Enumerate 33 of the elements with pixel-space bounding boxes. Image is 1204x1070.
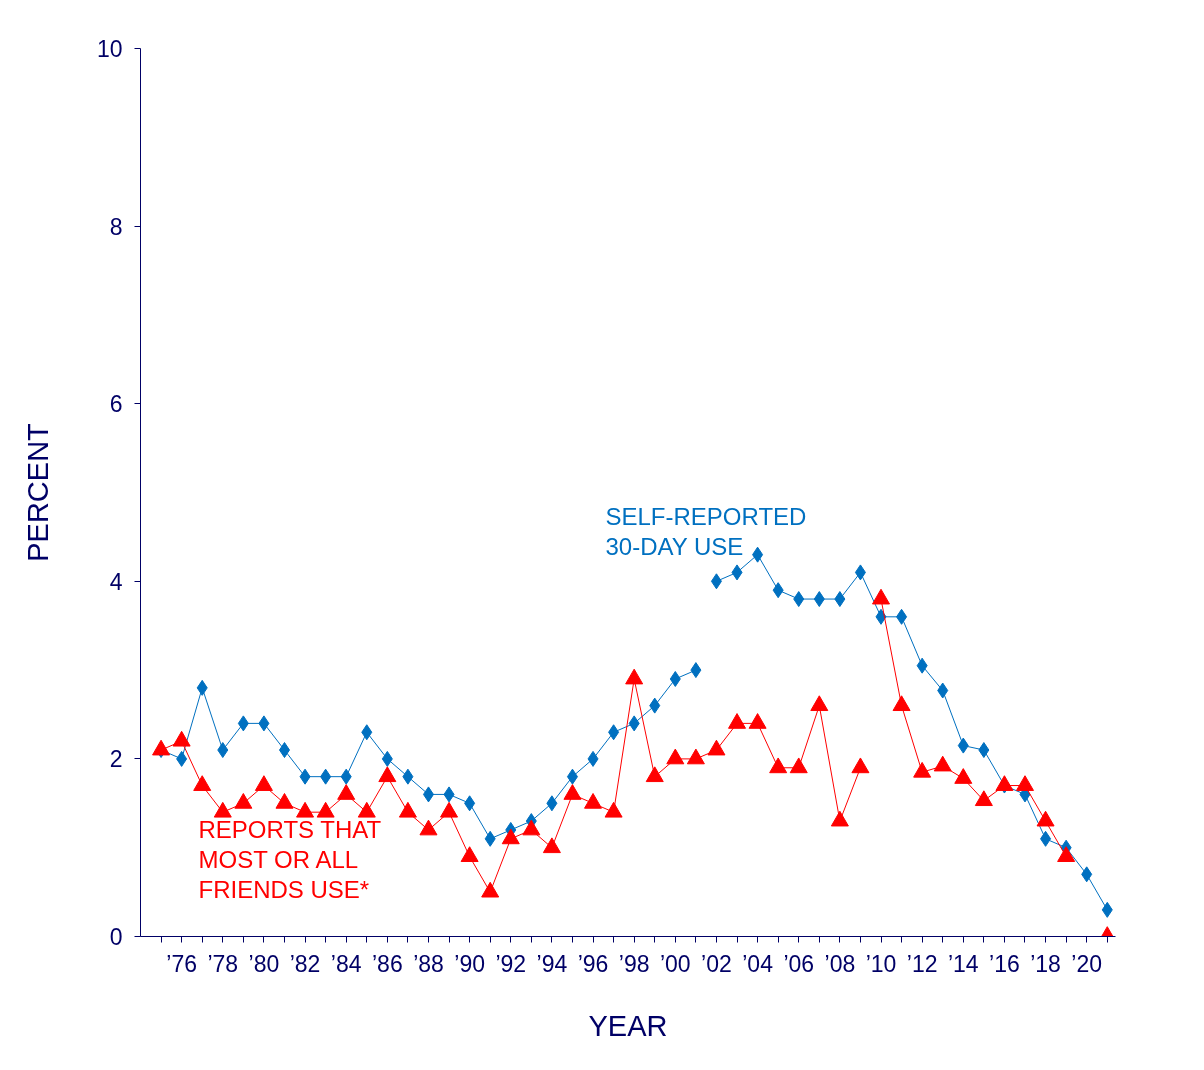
y-tick-label: 4 [109,568,123,595]
y-tick-label: 6 [109,391,123,418]
x-tick-label: ’90 [454,950,485,977]
x-tick-label: ’20 [1071,950,1103,977]
x-tick-label: ’96 [577,950,609,977]
x-tick-label: ’80 [248,950,280,977]
x-tick-label: ’76 [166,950,197,977]
y-tick-label: 10 [96,36,123,62]
x-tick-label: ’08 [824,950,856,977]
x-tick-label: ’86 [371,950,403,977]
x-tick-label: ’88 [413,950,444,977]
x-tick-label: ’06 [783,950,815,977]
x-tick-label: ’18 [1030,950,1061,977]
x-tick-label: ’98 [618,950,650,977]
x-tick-label: ’84 [330,950,362,977]
y-tick-label: 8 [109,213,123,240]
y-tick-label: 2 [109,746,123,773]
y-axis-title: PERCENT [21,422,54,562]
x-tick-label: ’00 [659,950,691,977]
x-tick-label: ’78 [207,950,239,977]
x-tick-label: ’04 [742,950,774,977]
series-label: SELF-REPORTED 30-DAY USE [605,502,807,560]
x-tick-label: ’12 [906,950,938,977]
x-axis-title: YEAR [588,1009,668,1042]
x-tick-label: ’10 [865,950,897,977]
x-tick-label: ’94 [536,950,568,977]
x-tick-label: ’92 [495,950,527,977]
x-tick-label: ’02 [701,950,732,977]
x-tick-label: ’14 [947,950,979,977]
x-tick-label: ’16 [989,950,1020,977]
x-tick-label: ’82 [289,950,321,977]
series-label: REPORTS THAT MOST OR ALL FRIENDS USE* [198,815,382,903]
y-tick-label: 0 [109,924,123,950]
